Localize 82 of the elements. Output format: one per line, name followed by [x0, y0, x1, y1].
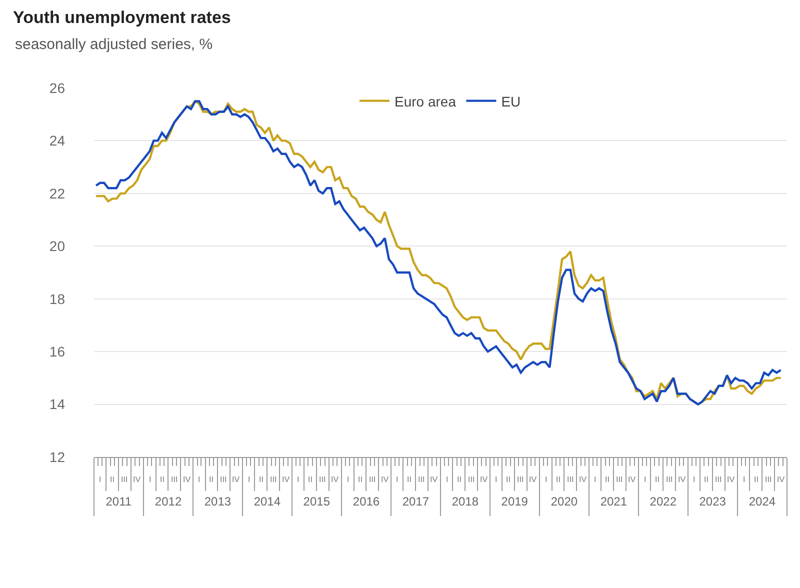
annotation: IV — [133, 475, 142, 484]
annotation: III — [319, 475, 326, 484]
annotation: IV — [331, 475, 340, 484]
annotation: IV — [381, 475, 390, 484]
x-tick-label: 2016 — [352, 494, 380, 508]
annotation: III — [418, 475, 425, 484]
x-tick-label: 2020 — [550, 494, 578, 508]
annotation: I — [248, 475, 250, 484]
annotation: IV — [727, 475, 736, 484]
annotation: III — [121, 475, 128, 484]
annotation: II — [160, 475, 164, 484]
annotation: III — [369, 475, 376, 484]
annotation: I — [396, 475, 398, 484]
annotation: I — [545, 475, 548, 484]
annotation: II — [358, 475, 362, 484]
x-tick-label: 2024 — [748, 494, 776, 508]
y-tick-label: 24 — [49, 132, 66, 149]
annotation: IV — [678, 475, 686, 484]
annotation: I — [198, 475, 200, 484]
annotation: III — [171, 475, 178, 484]
x-tick-label: 2019 — [501, 494, 528, 508]
annotation: II — [110, 475, 114, 484]
annotation: IV — [183, 475, 192, 484]
annotation: III — [715, 475, 722, 484]
annotation: III — [666, 475, 673, 484]
annotation: IV — [282, 475, 290, 484]
x-tick-label: 2015 — [303, 494, 330, 508]
x-tick-label: 2014 — [254, 494, 281, 508]
x-tick-label: 2017 — [402, 494, 430, 508]
x-tick-label: 2011 — [106, 494, 132, 508]
annotation: I — [149, 475, 152, 484]
y-tick-label: 16 — [49, 343, 66, 360]
annotation: II — [605, 475, 610, 484]
annotation: IV — [628, 475, 636, 484]
y-tick-label: 26 — [49, 80, 66, 96]
legend-label: Euro area — [394, 93, 456, 110]
annotation: III — [616, 475, 623, 484]
annotation: III — [270, 475, 277, 484]
annotation: II — [704, 475, 708, 484]
annotation: III — [220, 475, 227, 484]
annotation: I — [495, 475, 498, 484]
annotation: II — [209, 475, 214, 484]
annotation: I — [347, 475, 350, 484]
x-tick-label: 2021 — [600, 494, 628, 508]
annotation: IV — [579, 475, 588, 484]
annotation: I — [693, 475, 696, 484]
x-tick-label: 2022 — [650, 494, 677, 508]
annotation: II — [754, 475, 758, 484]
annotation: III — [468, 475, 475, 484]
y-tick-label: 22 — [49, 185, 66, 202]
x-tick-label: 2023 — [699, 494, 726, 508]
annotation: I — [297, 475, 300, 484]
annotation: IV — [529, 475, 538, 484]
annotation: III — [567, 475, 574, 484]
chart-subtitle: seasonally adjusted series, % — [15, 36, 213, 53]
chart-title: Youth unemployment rates — [13, 8, 231, 27]
y-tick-label: 12 — [49, 448, 66, 465]
annotation: IV — [480, 475, 488, 484]
legend-label: EU — [501, 93, 521, 110]
annotation: III — [517, 475, 524, 484]
annotation: II — [457, 475, 462, 484]
annotation: IV — [430, 475, 438, 484]
annotation: I — [743, 475, 746, 484]
annotation: I — [99, 475, 102, 484]
annotation: II — [556, 475, 560, 484]
x-tick-label: 2018 — [452, 494, 479, 508]
annotation: I — [644, 475, 646, 484]
annotation: IV — [232, 475, 240, 484]
annotation: II — [259, 475, 264, 484]
annotation: I — [594, 475, 596, 484]
y-tick-label: 18 — [49, 290, 66, 307]
annotation: IV — [777, 475, 786, 484]
annotation: III — [765, 475, 772, 484]
annotation: II — [506, 475, 510, 484]
annotation: II — [655, 475, 660, 484]
annotation: I — [446, 475, 448, 484]
x-tick-label: 2012 — [154, 494, 182, 508]
annotation: II — [308, 475, 312, 484]
y-tick-label: 14 — [49, 396, 66, 412]
x-tick-label: 2013 — [204, 494, 232, 508]
y-tick-label: 20 — [49, 238, 66, 254]
annotation: II — [407, 475, 412, 484]
